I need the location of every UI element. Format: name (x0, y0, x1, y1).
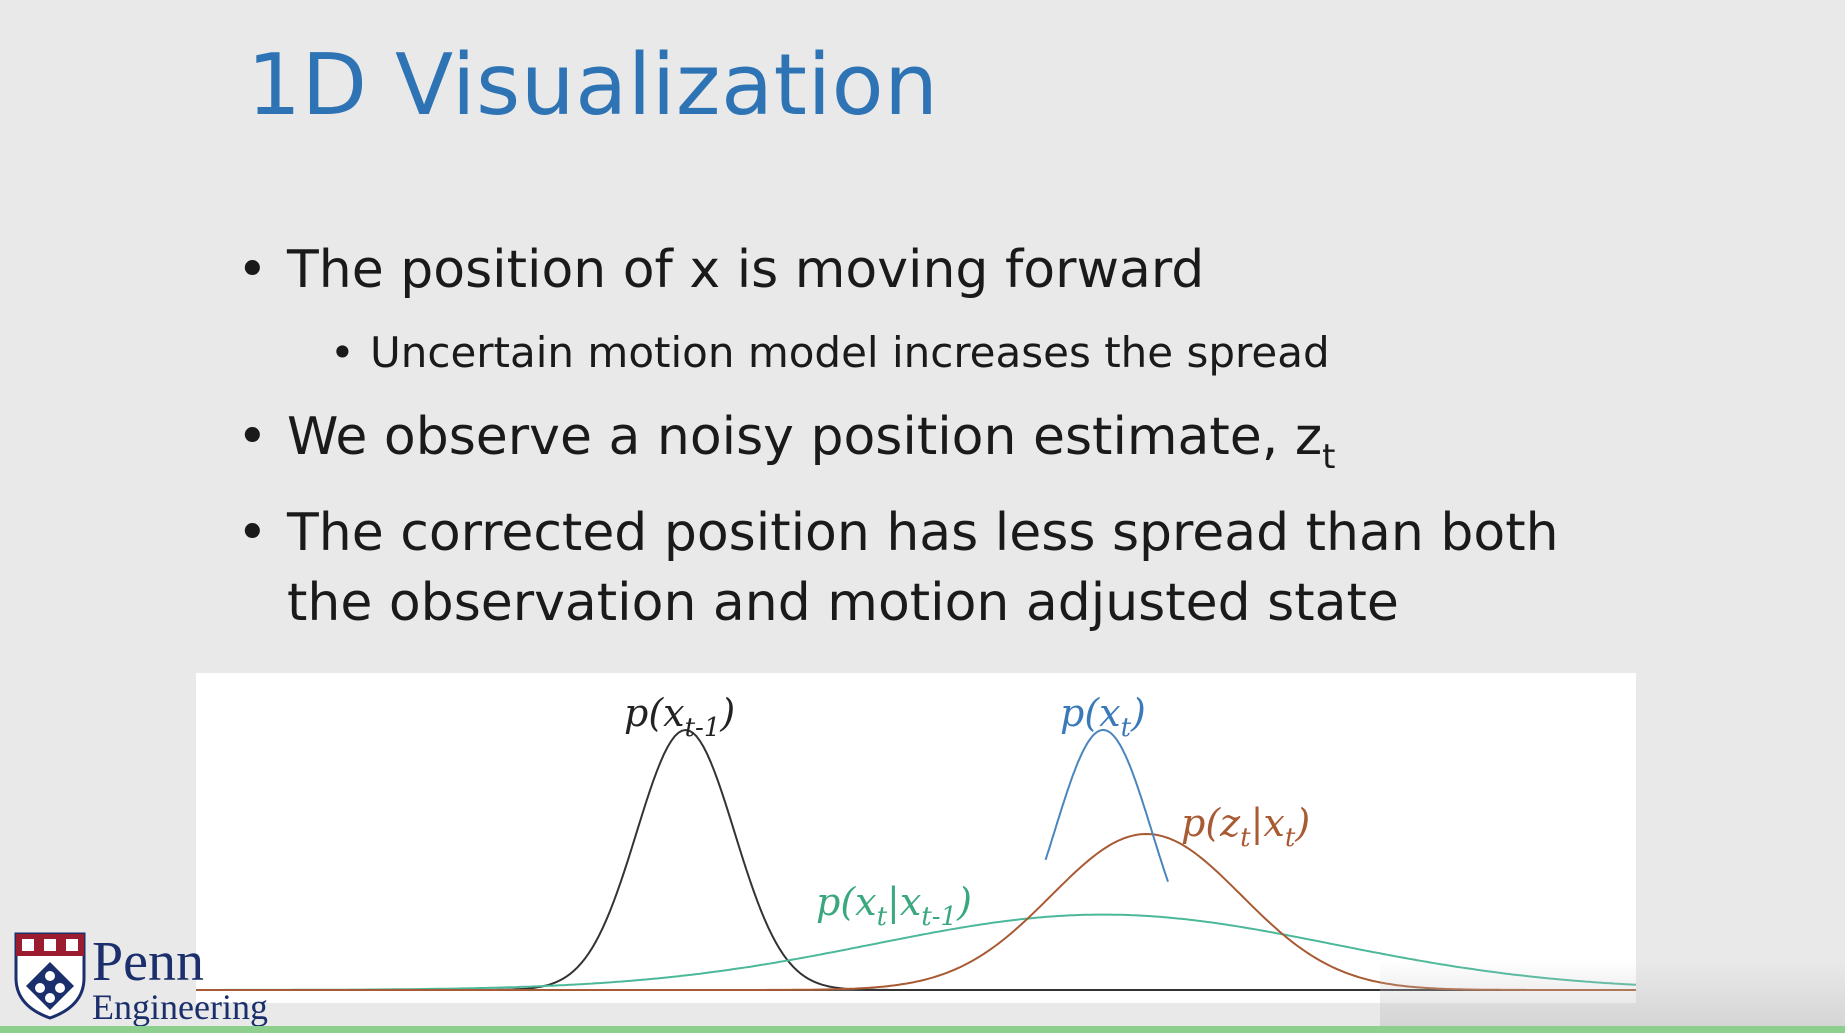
bullet-dot: • (237, 240, 268, 300)
bottom-shade (1380, 960, 1845, 1026)
bullet-dot: • (237, 503, 268, 563)
curve-motion-model (196, 913, 1636, 991)
label-posterior: p(xt) (1060, 691, 1146, 743)
bullet-text-main: We observe a noisy position estimate, z (287, 407, 1323, 467)
curves-group (196, 728, 1636, 991)
bullet-text: We observe a noisy position estimate, zt (287, 407, 1336, 477)
penn-shield-icon (14, 932, 86, 1020)
bullet-text-line2: the observation and motion adjusted stat… (287, 573, 1399, 633)
slide-title: 1D Visualization (247, 36, 939, 135)
logo-engineering-text: Engineering (92, 987, 268, 1027)
logo-penn-text: Penn (92, 931, 204, 993)
gaussian-chart: p(xt-1) p(xt) p(zt|xt) p(xt|xt-1) (196, 673, 1636, 1003)
bullet-text-line1: The corrected position has less spread t… (287, 503, 1559, 563)
bullet-text: Uncertain motion model increases the spr… (370, 328, 1330, 377)
chart-svg: p(xt-1) p(xt) p(zt|xt) p(xt|xt-1) (196, 691, 1636, 991)
label-likelihood: p(zt|xt) (1181, 801, 1310, 853)
curve-prev-belief (196, 728, 1636, 991)
curve-posterior (1044, 729, 1169, 883)
label-prev-belief: p(xt-1) (624, 691, 735, 743)
bullet-dot: • (237, 407, 268, 467)
label-motion-model: p(xt|xt-1) (816, 880, 972, 932)
bullet-text: The corrected position has less spread t… (287, 498, 1559, 638)
bullet-dot: • (330, 328, 355, 377)
video-progress-bar[interactable] (0, 1026, 1845, 1033)
penn-engineering-logo: Penn Engineering (12, 930, 272, 1030)
bullet-text: The position of x is moving forward (287, 240, 1205, 300)
bullet-subscript: t (1322, 437, 1336, 477)
